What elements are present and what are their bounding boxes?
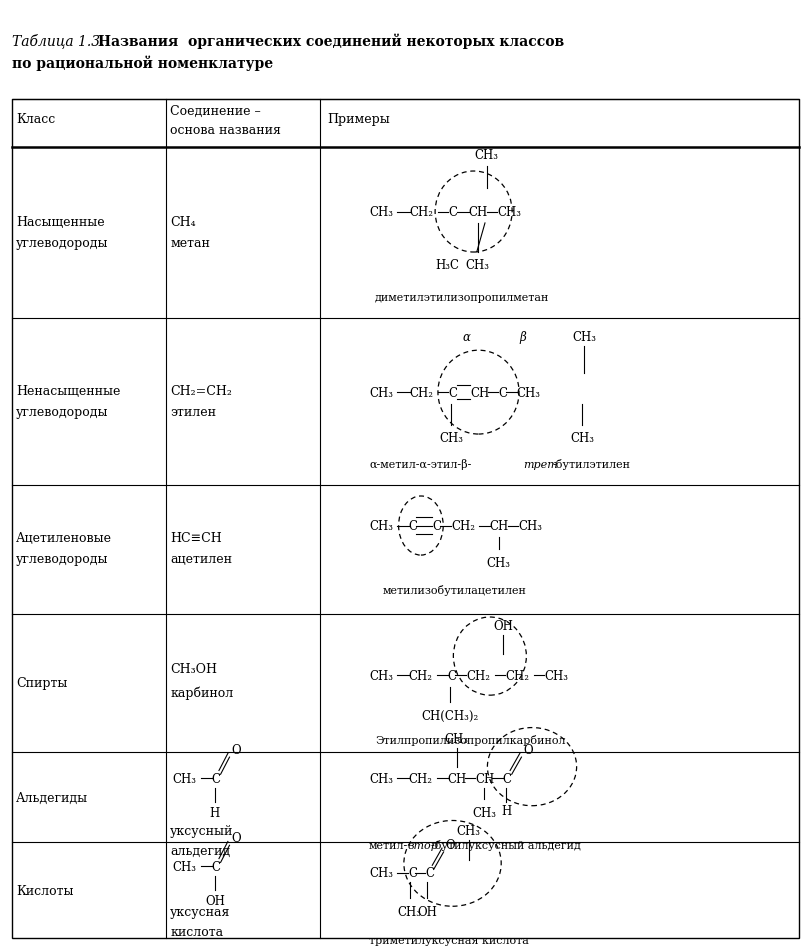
- Text: втор: втор: [407, 840, 438, 850]
- Text: CH₂: CH₂: [410, 206, 434, 219]
- Text: CH₃: CH₃: [173, 860, 197, 873]
- Text: Спирты: Спирты: [16, 677, 67, 689]
- Text: CH₂: CH₂: [505, 669, 530, 682]
- Text: углеводороды: углеводороды: [16, 553, 109, 565]
- Bar: [12, 100, 799, 938]
- Text: CH₃: CH₃: [487, 557, 511, 569]
- Text: C: C: [409, 520, 418, 532]
- Text: Класс: Класс: [16, 112, 55, 126]
- Text: этилен: этилен: [170, 406, 217, 418]
- Text: триметилуксусная кислота: триметилуксусная кислота: [369, 935, 529, 944]
- Text: CH₃: CH₃: [474, 149, 499, 162]
- Text: O: O: [231, 744, 241, 756]
- Text: CH₄: CH₄: [170, 215, 196, 228]
- Text: H₃C: H₃C: [435, 259, 459, 272]
- Text: карбинол: карбинол: [170, 685, 234, 700]
- Text: OH: OH: [205, 894, 225, 907]
- Text: CH: CH: [475, 772, 495, 784]
- Text: Ненасыщенные: Ненасыщенные: [16, 385, 121, 397]
- Text: Примеры: Примеры: [327, 112, 389, 126]
- Text: CH₃: CH₃: [369, 669, 393, 682]
- Text: Альдегиды: Альдегиды: [16, 791, 88, 803]
- Text: CH₂: CH₂: [466, 669, 491, 682]
- Text: CH₃: CH₃: [369, 520, 393, 532]
- Text: Этилпропилизопропилкарбинол: Этилпропилизопропилкарбинол: [375, 735, 565, 745]
- Text: CH₃: CH₃: [173, 772, 197, 784]
- Text: CH₃: CH₃: [572, 331, 596, 344]
- Text: CH₃: CH₃: [472, 806, 496, 819]
- Text: уксусная: уксусная: [170, 904, 230, 918]
- Text: CH: CH: [470, 387, 490, 399]
- Text: C: C: [408, 866, 417, 880]
- Text: CH₃: CH₃: [517, 387, 541, 399]
- Text: основа названия: основа названия: [170, 124, 281, 137]
- Text: C: C: [212, 860, 221, 873]
- Text: Таблица 1.3.: Таблица 1.3.: [12, 33, 105, 49]
- Text: CH₃: CH₃: [444, 732, 469, 744]
- Text: CH₃: CH₃: [457, 824, 481, 838]
- Text: Насыщенные: Насыщенные: [16, 215, 105, 228]
- Text: C: C: [448, 206, 457, 219]
- Text: H: H: [210, 806, 220, 819]
- Text: Названия  органических соединений некоторых классов: Названия органических соединений некотор…: [93, 33, 564, 49]
- Text: CH₂: CH₂: [451, 520, 475, 532]
- Text: углеводороды: углеводороды: [16, 236, 109, 249]
- Text: β: β: [520, 331, 526, 344]
- Text: C: C: [212, 772, 221, 784]
- Text: трет: трет: [523, 459, 558, 469]
- Text: CH₂: CH₂: [410, 387, 434, 399]
- Text: CH₃: CH₃: [466, 259, 490, 272]
- Text: C: C: [448, 669, 457, 682]
- Text: метил-: метил-: [369, 840, 408, 850]
- Text: кислота: кислота: [170, 924, 224, 938]
- Text: CH₂: CH₂: [409, 772, 433, 784]
- Text: -бутилэтилен: -бутилэтилен: [552, 459, 630, 469]
- Text: CH₃: CH₃: [544, 669, 569, 682]
- Text: Кислоты: Кислоты: [16, 883, 74, 897]
- Text: CH₃: CH₃: [397, 904, 422, 918]
- Text: C: C: [432, 520, 441, 532]
- Text: CH₃OH: CH₃OH: [170, 663, 217, 675]
- Text: OH: OH: [418, 904, 437, 918]
- Text: HC≡CH: HC≡CH: [170, 532, 222, 545]
- Text: CH: CH: [448, 772, 467, 784]
- Text: альдегид: альдегид: [170, 844, 230, 857]
- Text: CH(CH₃)₂: CH(CH₃)₂: [422, 709, 478, 722]
- Text: CH: CH: [490, 520, 509, 532]
- Text: метилизобутилацетилен: метилизобутилацетилен: [382, 585, 526, 595]
- Text: -бутилуксусный альдегид: -бутилуксусный альдегид: [431, 840, 581, 850]
- Text: CH₃: CH₃: [369, 206, 393, 219]
- Text: O: O: [445, 838, 455, 851]
- Text: C: C: [503, 772, 512, 784]
- Text: ацетилен: ацетилен: [170, 553, 232, 565]
- Text: CH₃: CH₃: [497, 206, 521, 219]
- Text: уксусный: уксусный: [170, 824, 234, 837]
- Text: по рациональной номенклатуре: по рациональной номенклатуре: [12, 55, 273, 70]
- Text: O: O: [523, 744, 533, 756]
- Text: H: H: [501, 804, 511, 817]
- Text: CH₂: CH₂: [409, 669, 433, 682]
- Text: C: C: [425, 866, 434, 880]
- Text: Ацетиленовые: Ацетиленовые: [16, 532, 112, 545]
- Text: CH₃: CH₃: [439, 432, 463, 445]
- Text: CH₃: CH₃: [369, 866, 393, 880]
- Text: α-метил-α-этил-β-: α-метил-α-этил-β-: [369, 459, 471, 469]
- Text: Соединение –: Соединение –: [170, 105, 261, 118]
- Text: CH₃: CH₃: [369, 387, 393, 399]
- Text: CH₃: CH₃: [570, 432, 594, 445]
- Text: O: O: [231, 831, 241, 844]
- Text: C: C: [498, 387, 507, 399]
- Text: OH: OH: [493, 620, 513, 632]
- Text: C: C: [448, 387, 457, 399]
- Text: α: α: [462, 331, 470, 344]
- Text: углеводороды: углеводороды: [16, 406, 109, 418]
- Text: диметилэтилизопропилметан: диметилэтилизопропилметан: [375, 293, 550, 303]
- Text: метан: метан: [170, 236, 210, 249]
- Text: CH₃: CH₃: [518, 520, 543, 532]
- Text: CH₃: CH₃: [369, 772, 393, 784]
- Text: CH₂=CH₂: CH₂=CH₂: [170, 385, 232, 397]
- Text: CH: CH: [469, 206, 488, 219]
